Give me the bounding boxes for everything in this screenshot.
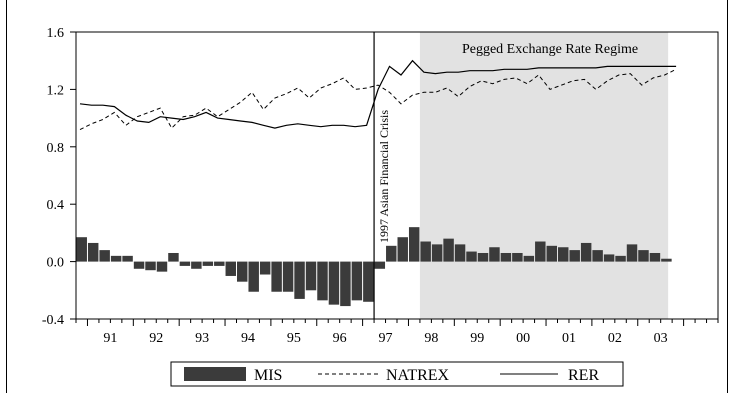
mis-bar — [420, 241, 431, 262]
mis-bar — [248, 261, 259, 292]
mis-bar — [374, 261, 386, 269]
mis-bar — [386, 245, 397, 262]
mis-bar — [408, 227, 420, 262]
legend-swatch-mis — [184, 367, 246, 381]
mis-bar — [294, 261, 305, 299]
mis-bar — [431, 244, 443, 262]
y-tick-label: 0.0 — [47, 256, 65, 271]
x-tick-label: 97 — [379, 331, 393, 346]
chart-frame — [6, 0, 728, 393]
legend-box — [170, 361, 624, 387]
mis-bar — [603, 254, 615, 262]
mis-bar — [569, 250, 580, 262]
mis-bar — [443, 238, 454, 262]
mis-bar — [535, 241, 546, 262]
x-tick-label: 03 — [654, 331, 668, 346]
mis-bar — [500, 252, 512, 262]
mis-bar — [592, 250, 603, 262]
x-tick-label: 99 — [470, 331, 484, 346]
legend-label-natrex: NATREX — [386, 367, 450, 384]
mis-bar — [558, 247, 569, 262]
mis-bar — [661, 258, 672, 262]
legend-label-rer: RER — [568, 367, 599, 384]
natrex-line — [79, 68, 677, 131]
mis-bar — [99, 250, 110, 262]
mis-bar — [76, 237, 87, 262]
mis-bar — [328, 261, 340, 305]
mis-bar — [363, 261, 374, 302]
mis-bar — [259, 261, 271, 275]
mis-bar — [317, 261, 328, 301]
crisis-event-label: 1997 Asian Financial Crisis — [377, 110, 391, 243]
legend-label-mis: MIS — [254, 367, 282, 384]
mis-bar — [110, 255, 122, 262]
mis-bar — [225, 261, 236, 276]
mis-bar — [87, 242, 99, 262]
rer-line — [79, 59, 677, 129]
mis-bar — [454, 244, 466, 262]
mis-bar — [580, 242, 592, 262]
mis-bar — [615, 255, 626, 262]
mis-bar — [340, 261, 351, 307]
x-tick-label: 92 — [149, 331, 163, 346]
mis-bar — [168, 252, 179, 262]
mis-bar — [202, 261, 214, 266]
x-tick-label: 94 — [241, 331, 255, 346]
mis-bar — [466, 251, 477, 262]
mis-bar — [271, 261, 282, 292]
mis-bar — [179, 261, 191, 266]
x-tick-label: 95 — [287, 331, 301, 346]
mis-bar — [512, 252, 523, 262]
mis-bar — [649, 252, 661, 262]
mis-bar — [305, 261, 317, 291]
mis-bar — [351, 261, 363, 301]
x-tick-label: 98 — [424, 331, 438, 346]
y-tick-label: -0.4 — [42, 313, 64, 328]
mis-bar — [282, 261, 294, 292]
y-tick-label: 1.2 — [47, 83, 65, 98]
mis-bar — [214, 261, 225, 266]
legend: MIS NATREX RER — [170, 361, 624, 387]
mis-bar — [237, 261, 248, 282]
y-axis: 1.6 1.2 0.8 0.4 0.0 -0.4 — [42, 26, 76, 328]
pegged-regime-label: Pegged Exchange Rate Regime — [462, 42, 638, 57]
mis-bar — [638, 250, 649, 262]
x-tick-label: 91 — [103, 331, 117, 346]
mis-bar — [546, 245, 557, 262]
mis-bar — [191, 261, 202, 269]
mis-bar — [477, 252, 489, 262]
mis-bar — [626, 244, 638, 262]
mis-bar — [156, 261, 168, 272]
mis-bars — [76, 227, 672, 307]
y-tick-label: 0.4 — [47, 198, 65, 213]
x-axis: 91 92 93 94 95 96 97 98 99 00 01 02 03 — [75, 319, 719, 346]
x-tick-label: 02 — [608, 331, 622, 346]
pegged-regime-shading — [419, 32, 669, 319]
x-tick-label: 93 — [195, 331, 209, 346]
x-tick-label: 01 — [562, 331, 576, 346]
mis-bar — [145, 261, 156, 271]
mis-bar — [133, 261, 145, 269]
y-tick-label: 1.6 — [47, 26, 65, 41]
mis-bar — [523, 255, 535, 262]
y-tick-label: 0.8 — [47, 141, 65, 156]
mis-bar — [489, 247, 500, 262]
mis-bar — [122, 255, 133, 262]
x-tick-label: 00 — [516, 331, 530, 346]
x-tick-label: 96 — [333, 331, 347, 346]
mis-bar — [397, 237, 408, 262]
